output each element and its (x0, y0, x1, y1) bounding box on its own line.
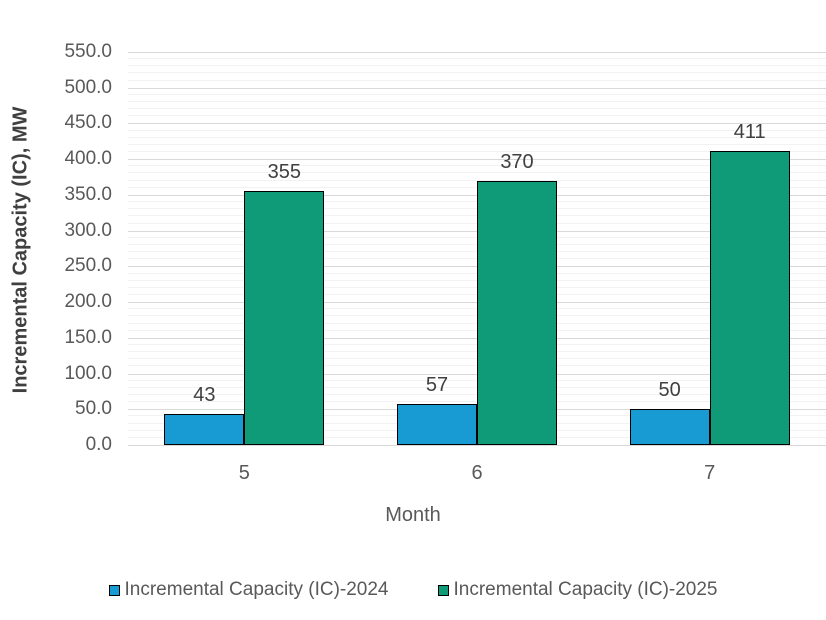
gridline-minor (128, 165, 826, 167)
y-tick-label: 450.0 (64, 112, 112, 134)
legend-item-2[interactable]: Incremental Capacity (IC)-2025 (437, 579, 718, 601)
gridline-minor (128, 108, 826, 110)
legend-swatch-icon (437, 584, 449, 596)
gridline-minor (128, 115, 826, 117)
x-tick-label: 7 (704, 462, 716, 484)
bar-value-label: 43 (193, 384, 216, 407)
legend-label: Incremental Capacity (IC)-2024 (124, 579, 389, 600)
bar-series-1-month-7[interactable] (629, 409, 710, 445)
gridline-major (128, 159, 826, 161)
bar-series-1-month-5[interactable] (164, 414, 245, 445)
y-tick-label: 150.0 (64, 326, 112, 348)
bar-value-label: 50 (658, 379, 681, 402)
gridline-minor (128, 58, 826, 60)
gridline-minor (128, 136, 826, 138)
gridline-major (128, 52, 826, 53)
gridline-minor (128, 151, 826, 153)
y-tick-label: 550.0 (64, 41, 112, 62)
gridline-minor (128, 179, 826, 181)
gridline-major (128, 123, 826, 125)
gridline-minor (128, 79, 826, 81)
y-tick-label: 400.0 (64, 148, 112, 170)
x-axis-title: Month (385, 504, 441, 526)
y-tick-label: 200.0 (64, 291, 112, 313)
x-tick-label: 5 (238, 462, 250, 484)
gridline-minor (128, 72, 826, 74)
bar-value-label: 370 (500, 150, 534, 173)
gridline-minor (128, 101, 826, 103)
legend: Incremental Capacity (IC)-2024 Incrementa… (0, 579, 826, 601)
y-tick-label: 0.0 (85, 434, 112, 455)
gridline-minor (128, 129, 826, 131)
x-tick-label: 6 (471, 462, 483, 484)
y-tick-label: 500.0 (64, 76, 112, 98)
y-tick-label: 50.0 (75, 398, 112, 420)
bar-series-2-month-5[interactable] (244, 191, 325, 445)
y-tick-label: 250.0 (64, 255, 112, 277)
gridline-minor (128, 93, 826, 95)
bar-value-label: 57 (425, 374, 449, 397)
legend-swatch-icon (108, 584, 120, 596)
y-tick-label: 350.0 (64, 183, 112, 205)
bar-series-2-month-7[interactable] (709, 151, 790, 445)
bar-series-2-month-6[interactable] (477, 180, 557, 445)
gridline-major (128, 87, 826, 89)
gridline-minor (128, 143, 826, 145)
y-tick-label: 100.0 (64, 362, 112, 384)
bar-series-1-month-6[interactable] (397, 404, 477, 445)
bar-value-label: 411 (733, 121, 766, 144)
legend-label: Incremental Capacity (IC)-2025 (453, 579, 718, 600)
gridline-minor (128, 172, 826, 174)
bar-value-label: 355 (267, 161, 302, 184)
legend-item-1[interactable]: Incremental Capacity (IC)-2024 (108, 579, 389, 601)
gridline-minor (128, 65, 826, 67)
plot-area: 43 57 50 355 370 411 (128, 52, 826, 446)
y-tick-label: 300.0 (64, 219, 112, 241)
